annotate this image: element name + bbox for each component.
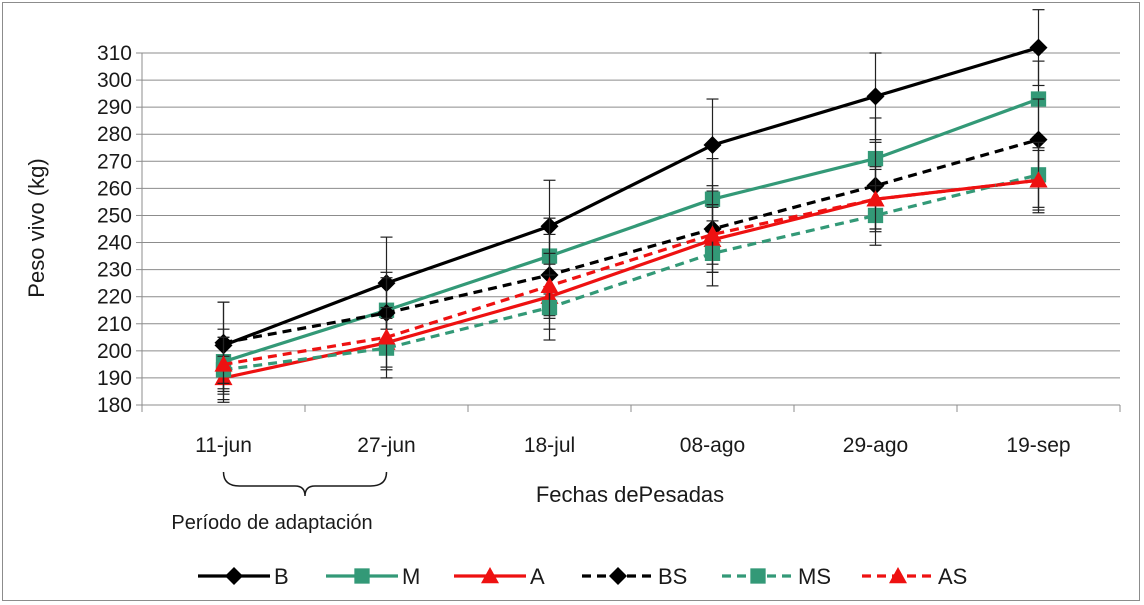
legend-marker: [889, 567, 907, 584]
y-tick-label: 190: [97, 367, 132, 390]
series-B: [214, 9, 1048, 390]
y-tick-label: 250: [97, 204, 132, 227]
x-tick-label: 29-ago: [843, 434, 908, 457]
legend-label: M: [402, 564, 420, 589]
legend-label: BS: [658, 564, 687, 589]
legend-item-AS: AS: [862, 564, 967, 589]
legend-marker: [609, 567, 627, 585]
data-point-B: [703, 136, 722, 155]
y-axis: 180 190 200 210 220 230 240 250 260 270 280 290 300 3…: [97, 42, 143, 417]
x-tick-label: 08-ago: [680, 434, 745, 457]
y-tick-label: 230: [97, 259, 132, 282]
data-point-AS: [1029, 171, 1048, 188]
y-tick-label: 290: [97, 96, 132, 119]
legend-marker: [354, 568, 370, 584]
y-tick-label: 240: [97, 232, 132, 255]
legend-item-MS: MS: [722, 564, 831, 589]
legend-item-M: M: [326, 564, 420, 589]
series-line-A: [223, 178, 1039, 380]
data-point-AS: [214, 355, 233, 372]
y-tick-label: 310: [97, 42, 132, 65]
legend-marker: [750, 568, 766, 584]
series-line-BS: [223, 138, 1039, 345]
legend-label: B: [274, 564, 289, 589]
data-point-AS: [703, 225, 722, 242]
series-MS: [215, 141, 1047, 403]
series-line-B: [222, 46, 1039, 347]
legend-label: A: [530, 564, 545, 589]
series-line-M: [223, 97, 1040, 364]
data-point-B: [866, 87, 885, 106]
legend-item-BS: BS: [582, 564, 687, 589]
series-A: [214, 149, 1048, 401]
y-tick-label: 300: [97, 69, 132, 92]
data-point-B: [1029, 38, 1048, 57]
series-line-AS: [223, 178, 1039, 366]
y-tick-label: 180: [97, 394, 132, 417]
legend-marker: [225, 567, 243, 585]
legend-item-B: B: [198, 564, 289, 589]
x-tick-label: 27-jun: [357, 434, 415, 457]
x-tick-label: 19-sep: [1006, 434, 1070, 457]
y-axis-title: Peso vivo (kg): [24, 158, 49, 297]
x-tick-label: 11-jun: [195, 434, 252, 457]
legend: B M A BS MS AS: [198, 564, 967, 589]
series-line-MS: [223, 173, 1039, 372]
series-layer: [214, 9, 1048, 403]
y-tick-label: 270: [97, 150, 132, 173]
legend-label: MS: [798, 564, 831, 589]
y-tick-label: 200: [97, 340, 132, 363]
legend-item-A: A: [454, 564, 545, 589]
data-point-AS: [377, 328, 396, 345]
x-axis-title: Fechas dePesadas: [536, 482, 724, 507]
legend-marker: [481, 567, 499, 584]
y-tick-label: 280: [97, 123, 132, 146]
series-M: [215, 60, 1047, 395]
y-tick-label: 260: [97, 177, 132, 200]
legend-label: AS: [938, 564, 967, 589]
data-point-BS: [1029, 130, 1048, 149]
y-tick-label: 210: [97, 313, 132, 336]
data-point-AS: [540, 276, 559, 294]
x-tick-label: 18-jul: [524, 434, 575, 457]
adaptation-label: Período de adaptación: [171, 512, 372, 534]
y-tick-label: 220: [97, 286, 132, 309]
adaptation-brace: [222, 471, 388, 497]
series-AS: [214, 147, 1048, 393]
data-point-AS: [866, 190, 885, 207]
x-axis: 11-jun 27-jun 18-jul 08-ago 29-ago 19-sep: [141, 404, 1121, 457]
